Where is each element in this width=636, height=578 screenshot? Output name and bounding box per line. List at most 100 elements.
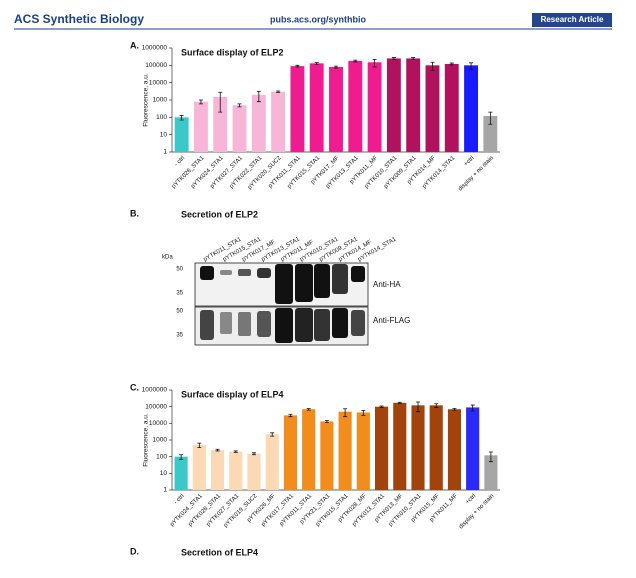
x-tick-label: pYTK026_STA1 — [187, 493, 222, 528]
url: pubs.acs.org/synthbio — [270, 14, 367, 24]
error-bar — [295, 64, 300, 68]
bar — [466, 407, 480, 490]
bar — [193, 101, 208, 152]
panel-label: A. — [130, 40, 139, 50]
error-bar — [237, 103, 242, 108]
error-bar — [179, 454, 184, 460]
error-bar — [233, 450, 238, 453]
error-bar — [288, 413, 293, 418]
bar — [232, 105, 247, 152]
error-bar — [215, 448, 220, 452]
journal: ACS Synthetic Biology — [14, 12, 144, 26]
bar — [348, 60, 363, 152]
bar — [229, 451, 243, 490]
chart-title: Surface display of ELP4 — [181, 389, 284, 399]
x-tick-label: pYTK017_STA1 — [260, 493, 295, 528]
bar — [406, 58, 421, 152]
x-tick-label: pYTK010_STA1 — [388, 493, 423, 528]
error-bar — [197, 442, 202, 448]
bar — [484, 455, 498, 490]
blot-images — [194, 262, 369, 346]
x-tick-label: display + no stain — [458, 155, 495, 192]
marker-label: 35 — [176, 291, 183, 297]
x-tick-label: display + no stain — [458, 493, 495, 530]
error-bar — [430, 61, 435, 71]
error-bar — [379, 405, 384, 408]
y-tick-label: 100000 — [145, 403, 167, 410]
error-bar — [416, 401, 420, 413]
bar — [329, 67, 343, 152]
x-tick-label: pYTK027_STA1 — [206, 493, 241, 528]
bar — [320, 421, 334, 490]
bar — [393, 402, 407, 490]
error-bar — [391, 57, 396, 60]
x-tick-label: +ctrl — [465, 493, 477, 505]
blot-title: Secretion of ELP2 — [181, 209, 258, 219]
bar — [290, 66, 305, 152]
x-tick-label: - ctrl — [174, 155, 186, 167]
bar — [192, 445, 206, 490]
error-bar — [488, 451, 493, 463]
error-bar — [343, 408, 348, 418]
bar — [464, 65, 479, 152]
error-bar — [452, 408, 457, 411]
panel-label: D. — [130, 546, 139, 556]
bar — [247, 453, 261, 490]
marker-label: 50 — [176, 309, 183, 315]
error-bar — [218, 91, 223, 113]
bar — [174, 456, 188, 490]
x-tick-label: pYTK020_SUC2 — [247, 155, 283, 191]
x-tick-label: pYTK013_STA1 — [351, 493, 386, 528]
error-bar — [306, 408, 311, 411]
error-bar — [353, 59, 358, 63]
y-tick-label: 1000000 — [142, 387, 168, 394]
y-tick-label: 1 — [163, 149, 167, 156]
error-bar — [276, 90, 281, 93]
bar — [302, 409, 316, 490]
marker-label: 35 — [176, 333, 183, 339]
error-bar — [198, 99, 203, 105]
y-tick-label: 100000 — [145, 62, 167, 69]
error-bar — [361, 409, 366, 416]
bar — [483, 115, 498, 152]
y-tick-label: 10000 — [149, 420, 167, 427]
error-bar — [252, 452, 256, 456]
y-tick-label: 10000 — [149, 79, 167, 86]
bar — [265, 434, 279, 490]
y-tick-label: 1000 — [153, 97, 168, 104]
error-bar — [411, 57, 416, 60]
y-tick-label: 100 — [156, 114, 167, 121]
bar — [251, 94, 266, 152]
antibody-label: Anti-HA — [373, 280, 401, 289]
error-bar — [470, 404, 475, 412]
chart-title: Surface display of ELP2 — [181, 47, 284, 57]
x-tick-label: - ctrl — [173, 493, 185, 505]
panel-label: C. — [130, 382, 139, 392]
kda-label: kDa — [162, 255, 173, 261]
y-tick-label: 10 — [160, 131, 168, 138]
y-tick-label: 100 — [156, 453, 167, 460]
error-bar — [397, 401, 402, 404]
y-axis-label: Fluorescence, a.u. — [143, 413, 150, 467]
x-tick-label: pYTK015_STA1 — [315, 493, 350, 528]
bar — [367, 62, 382, 153]
bar — [425, 65, 440, 152]
bar — [174, 117, 189, 152]
bar — [411, 405, 425, 490]
error-bar — [314, 62, 319, 65]
x-tick-label: +ctrl — [463, 155, 475, 167]
error-bar — [469, 62, 474, 70]
x-tick-label: pYTK011_STA1 — [279, 493, 314, 528]
bar — [309, 63, 324, 152]
y-tick-label: 10 — [160, 470, 168, 477]
x-tick-label: pYTK024_STA1 — [169, 493, 204, 528]
error-bar — [256, 90, 261, 103]
bar — [447, 409, 462, 490]
bar — [444, 63, 459, 152]
y-tick-label: 1000 — [153, 437, 168, 444]
bar — [271, 91, 286, 152]
y-axis-label: Fluorescence, a.u. — [143, 73, 150, 127]
y-tick-label: 1000000 — [142, 45, 168, 52]
bar — [429, 405, 443, 490]
error-bar — [179, 114, 184, 121]
